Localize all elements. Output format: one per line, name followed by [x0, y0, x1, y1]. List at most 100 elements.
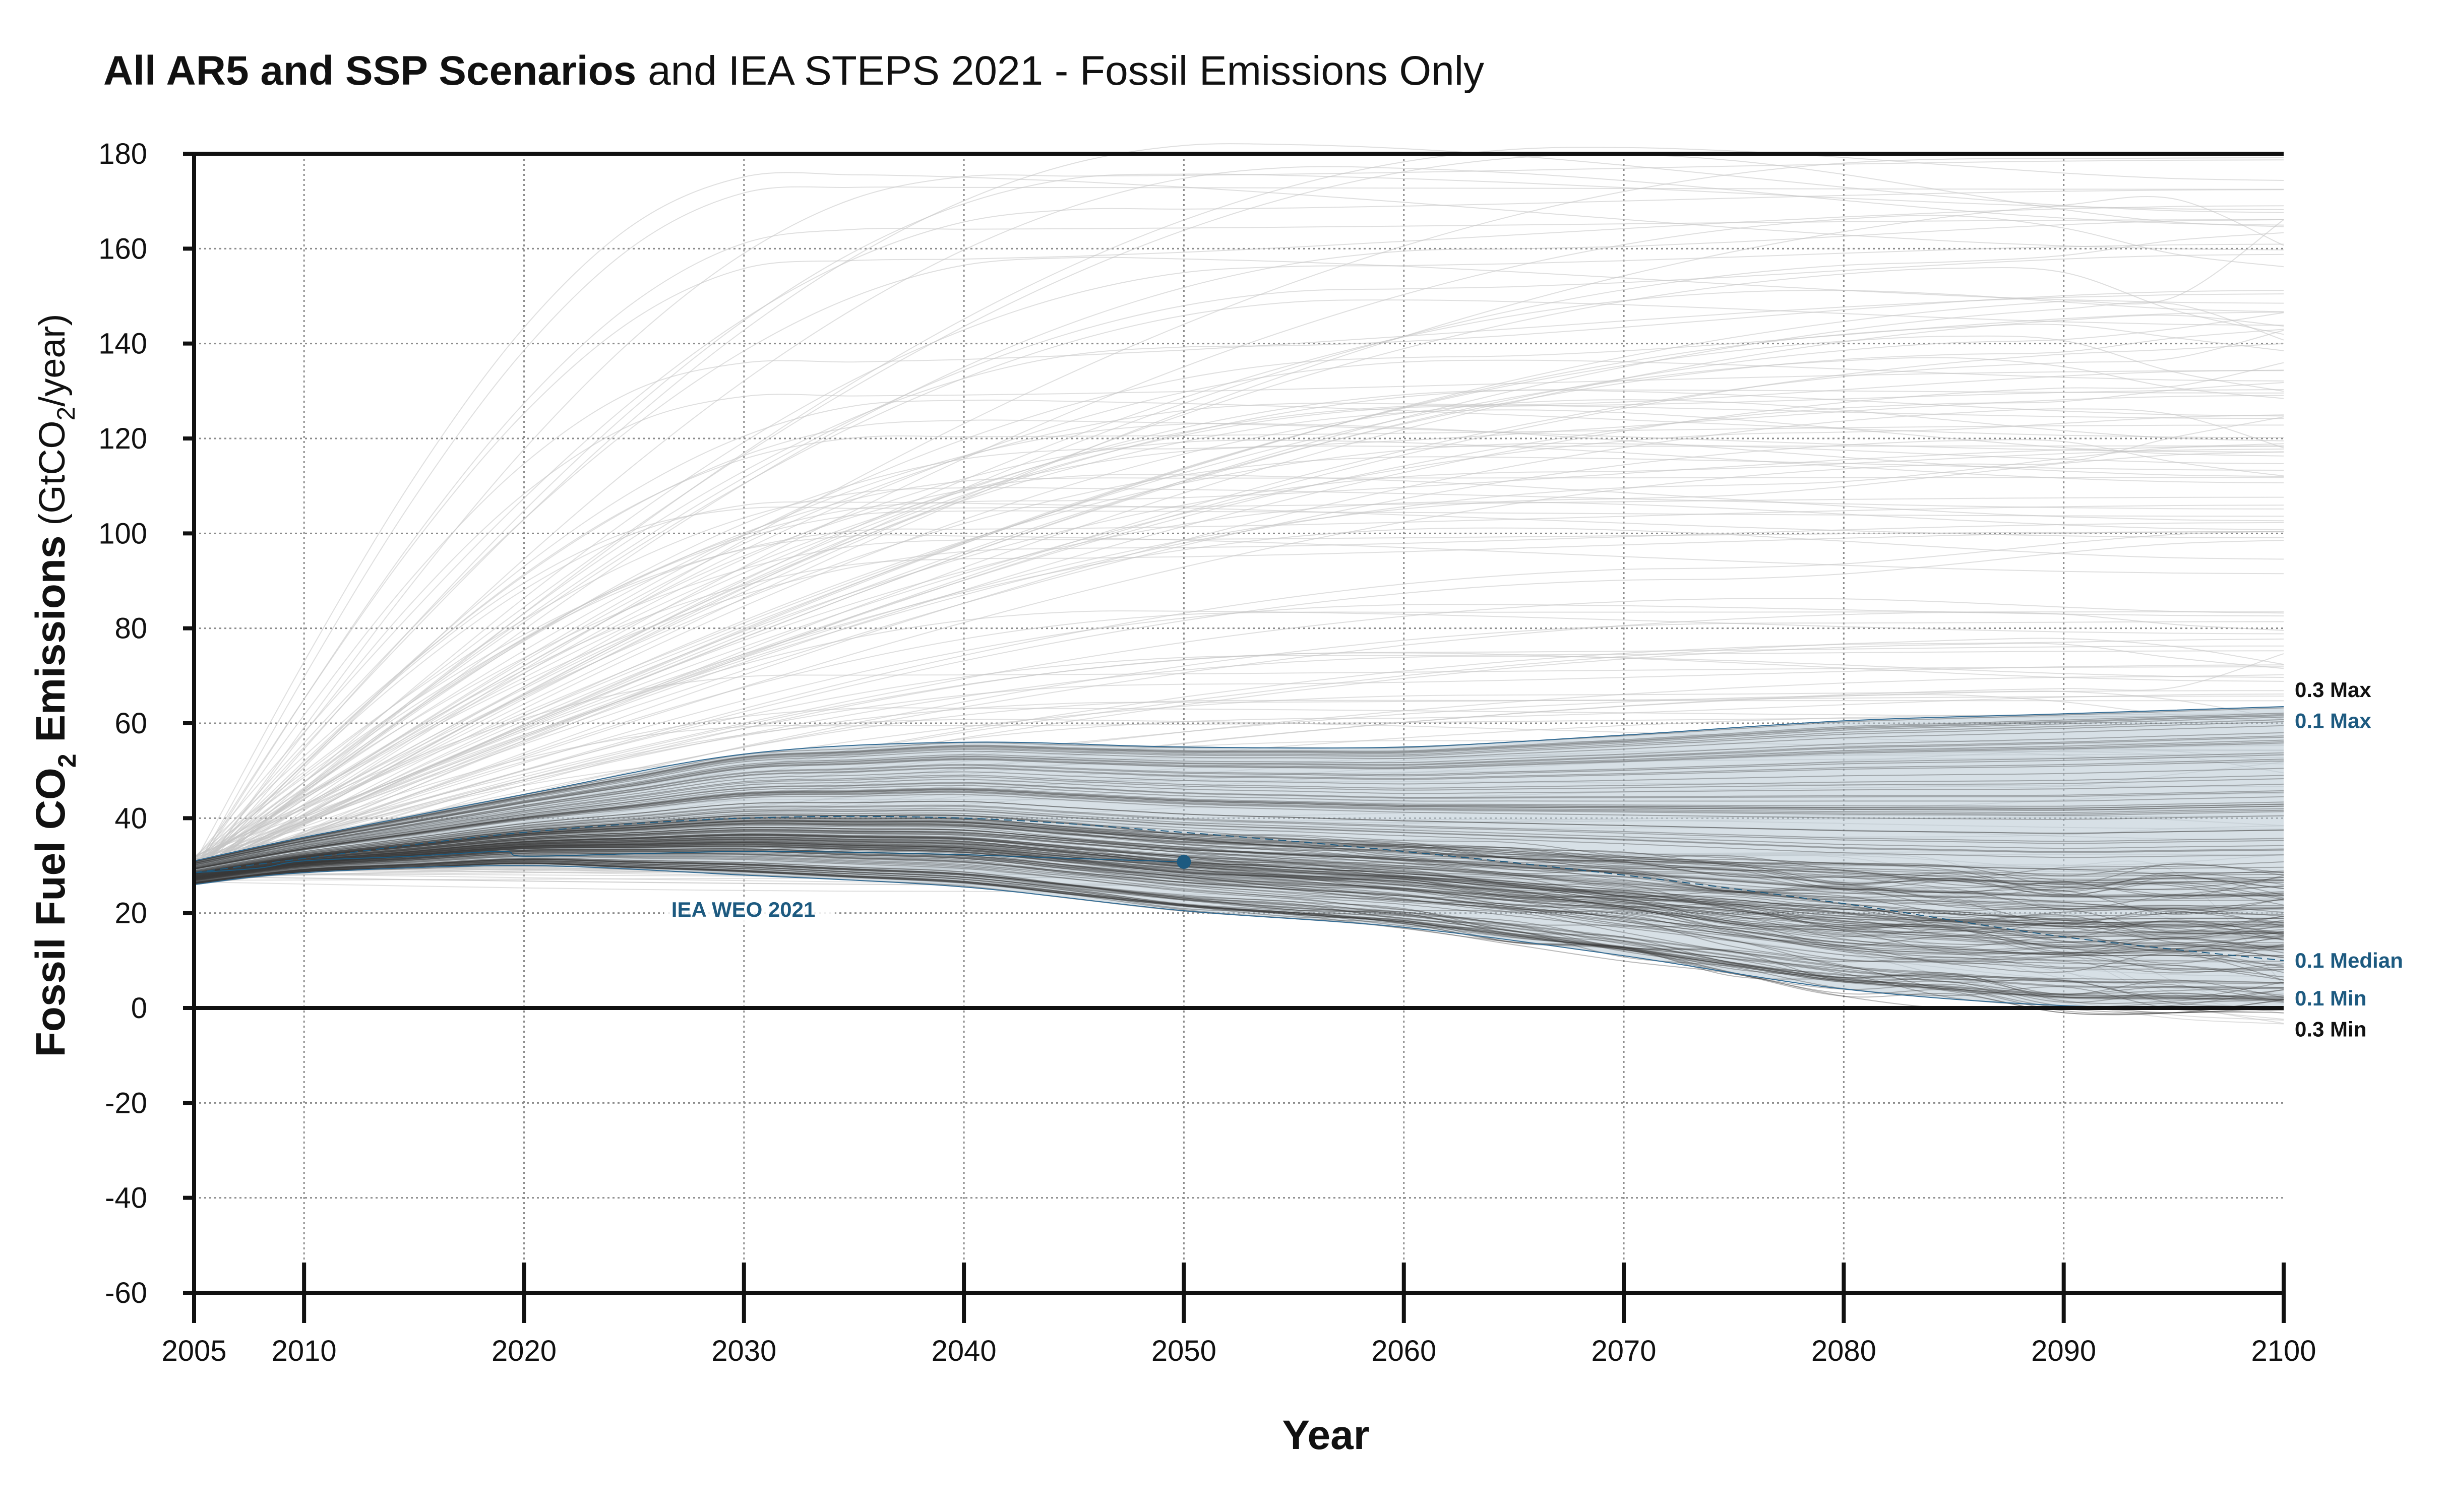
- dense-scenario-line: [194, 858, 2284, 1004]
- scenario-line: [194, 312, 2284, 873]
- y-axis-title-main: Fossil Fuel CO: [28, 768, 74, 1057]
- x-axis-title: Year: [1282, 1412, 1369, 1458]
- dense-scenario-line: [194, 829, 2284, 896]
- dense-scenario-line: [194, 842, 2284, 954]
- scenario-line: [194, 666, 2284, 857]
- dense-scenario-line: [194, 830, 2284, 921]
- scenario-line: [194, 399, 2284, 880]
- dense-scenario-line: [194, 741, 2284, 864]
- dense-scenario-line: [194, 858, 2284, 995]
- x-tick-label: 2100: [2251, 1335, 2316, 1367]
- dense-scenario-line: [194, 850, 2284, 974]
- dense-scenario-line: [194, 850, 2284, 973]
- dense-scenario-line: [194, 838, 2284, 938]
- dense-scenario-line: [194, 863, 2284, 1000]
- dense-scenario-line: [194, 788, 2284, 869]
- y-tick-label: 180: [98, 138, 147, 170]
- y-tick-label: -60: [105, 1277, 147, 1309]
- dense-scenario-line: [194, 835, 2284, 924]
- dense-scenario-line: [194, 739, 2284, 864]
- dense-scenario-line: [194, 845, 2284, 937]
- x-tick-label: 2030: [711, 1335, 776, 1367]
- scenario-line: [194, 446, 2284, 878]
- scenario-line: [194, 293, 2284, 870]
- dense-scenario-line: [194, 721, 2284, 863]
- scenario-line: [194, 205, 2284, 868]
- dense-scenario-line: [194, 836, 2284, 940]
- scenario-line: [194, 416, 2284, 870]
- dense-scenario-line: [194, 840, 2284, 923]
- dense-scenario-line: [194, 814, 2284, 885]
- dense-scenario-line: [194, 834, 2284, 921]
- dense-scenario-line: [194, 849, 2284, 946]
- scenario-line: [194, 530, 2284, 871]
- dense-scenario-line: [194, 845, 2284, 953]
- dense-scenario-line: [194, 835, 2284, 935]
- scenario-line: [194, 395, 2284, 874]
- dense-scenario-line: [194, 821, 2284, 901]
- dense-scenario-line: [194, 843, 2284, 950]
- band-0-1-median-line: [194, 815, 2284, 961]
- dense-scenario-line: [194, 841, 2284, 951]
- y-tick-label: 60: [114, 707, 147, 740]
- x-tick-label: 2010: [272, 1335, 337, 1367]
- dense-scenario-line: [194, 834, 2284, 909]
- y-tick-label: 160: [98, 232, 147, 265]
- dense-scenario-line: [194, 820, 2284, 875]
- axes: [183, 152, 2286, 1323]
- y-tick-label: 0: [131, 992, 147, 1025]
- scenario-line: [194, 534, 2284, 860]
- dense-scenario-line: [194, 814, 2284, 876]
- scenario-line: [194, 448, 2284, 872]
- dense-scenario-line: [194, 863, 2284, 999]
- y-axis-units-a: (GtCO: [32, 421, 73, 536]
- dense-scenario-line: [194, 820, 2284, 896]
- x-tick-label: 2020: [492, 1335, 557, 1367]
- dense-scenario-line: [194, 829, 2284, 897]
- x-tick-label: 2080: [1811, 1335, 1876, 1367]
- scenario-line: [194, 243, 2284, 879]
- end-label: 0.1 Max: [2295, 709, 2371, 732]
- scenario-line: [194, 456, 2284, 862]
- dense-scenario-line: [194, 844, 2284, 946]
- dense-scenario-line: [194, 850, 2284, 967]
- dense-scenario-line: [194, 808, 2284, 872]
- scenario-line: [194, 408, 2284, 877]
- dense-scenario-line: [194, 827, 2284, 915]
- dense-scenario-line: [194, 824, 2284, 885]
- scenario-line: [194, 172, 2284, 864]
- y-tick-label: -40: [105, 1182, 147, 1215]
- dense-scenario-line: [194, 775, 2284, 867]
- dense-scenario-line: [194, 835, 2284, 911]
- dense-scenario-line: [194, 848, 2284, 964]
- scenario-line: [194, 196, 2284, 871]
- y-axis-title-end: Emissions: [28, 536, 74, 754]
- dense-scenario-line: [194, 853, 2284, 970]
- scenario-line: [194, 219, 2284, 857]
- dense-scenario-line: [194, 840, 2284, 951]
- scenario-line: [194, 157, 2284, 877]
- end-labels: 0.3 Max 0.1 Max 0.1 Median 0.1 Min 0.3 Min: [2295, 678, 2403, 1041]
- scenario-line: [194, 505, 2284, 864]
- band-0-1-min-line: [194, 865, 2284, 1009]
- dense-scenario-line: [194, 822, 2284, 906]
- dense-scenario-line: [194, 805, 2284, 872]
- scenario-line: [194, 215, 2284, 879]
- end-label: 0.1 Median: [2295, 949, 2403, 972]
- dense-scenario-line: [194, 860, 2284, 1008]
- dense-scenario-line: [194, 839, 2284, 937]
- band-0-1-max-line: [194, 706, 2284, 862]
- dense-scenario-line: [194, 768, 2284, 866]
- dense-scenario-line: [194, 834, 2284, 934]
- dense-scenario-line: [194, 859, 2284, 984]
- dense-scenario-line: [194, 814, 2284, 879]
- y-tick-label: 100: [98, 517, 147, 550]
- dense-scenario-line: [194, 842, 2284, 928]
- dense-scenario-line: [194, 776, 2284, 867]
- dense-scenario-line: [194, 860, 2284, 1014]
- scenario-line: [194, 166, 2284, 877]
- dense-scenario-line: [194, 842, 2284, 952]
- dense-scenario-line: [194, 834, 2284, 929]
- dense-scenario-line: [194, 712, 2284, 862]
